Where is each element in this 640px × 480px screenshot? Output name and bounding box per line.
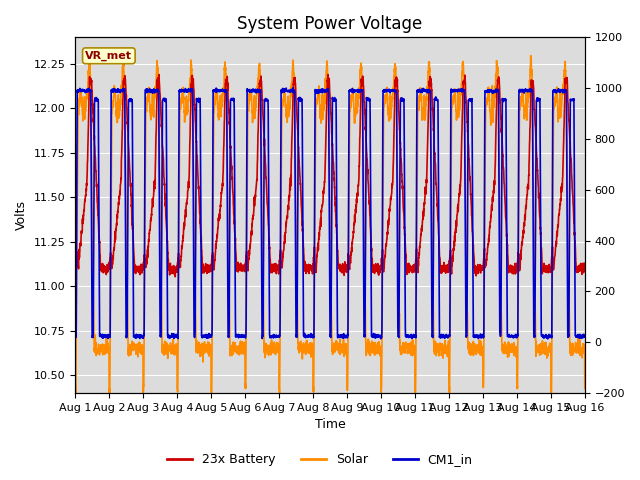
23x Battery: [172, 274, 179, 280]
Title: System Power Voltage: System Power Voltage: [237, 15, 422, 33]
Solar: [71, 381, 79, 387]
Legend: 23x Battery, Solar, CM1_in: 23x Battery, Solar, CM1_in: [163, 448, 477, 471]
23x Battery: [156, 72, 163, 77]
CM1_in: [581, 333, 589, 338]
CM1_in: [289, 85, 297, 91]
23x Battery: [267, 265, 275, 271]
Solar: [267, 352, 275, 358]
Line: 23x Battery: 23x Battery: [75, 74, 585, 277]
Text: VR_met: VR_met: [85, 51, 132, 61]
Solar: [289, 64, 297, 70]
Solar: [106, 396, 113, 402]
23x Battery: [516, 259, 524, 264]
Line: CM1_in: CM1_in: [75, 88, 585, 339]
CM1_in: [71, 332, 79, 337]
Solar: [85, 50, 93, 56]
X-axis label: Time: Time: [315, 419, 346, 432]
23x Battery: [581, 266, 589, 272]
Solar: [581, 385, 589, 391]
Solar: [160, 348, 168, 354]
23x Battery: [129, 240, 137, 246]
Solar: [130, 340, 138, 346]
CM1_in: [129, 278, 137, 284]
23x Battery: [160, 168, 168, 174]
CM1_in: [572, 304, 579, 310]
Y-axis label: Volts: Volts: [15, 200, 28, 230]
Solar: [516, 104, 524, 110]
Solar: [572, 348, 579, 353]
23x Battery: [572, 238, 579, 244]
CM1_in: [516, 88, 524, 94]
CM1_in: [544, 336, 552, 342]
23x Battery: [71, 261, 79, 267]
CM1_in: [159, 96, 167, 101]
23x Battery: [289, 87, 297, 93]
CM1_in: [267, 334, 275, 339]
Line: Solar: Solar: [75, 53, 585, 399]
CM1_in: [289, 88, 296, 94]
